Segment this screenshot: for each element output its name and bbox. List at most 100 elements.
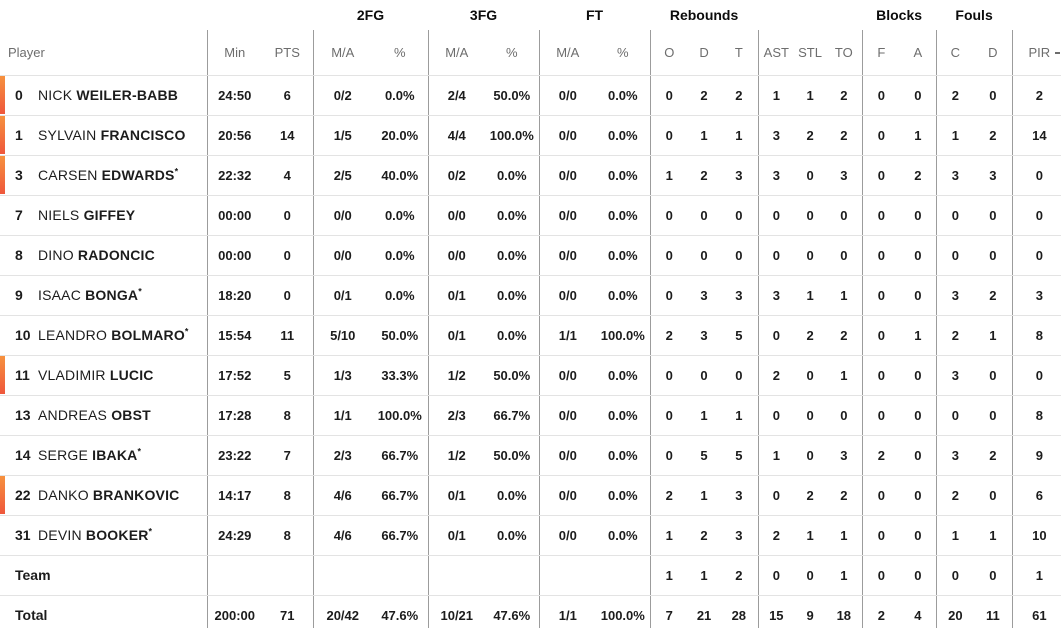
stat-fg2-ma: 2/5 bbox=[312, 155, 372, 196]
player-last-name: WEILER-BABB bbox=[76, 87, 179, 103]
stat-fg3-pct: 50.0% bbox=[485, 435, 540, 476]
stat-blk-a: 0 bbox=[900, 195, 937, 236]
stat-foul-d: 0 bbox=[974, 475, 1013, 516]
col-ast: AST bbox=[757, 30, 795, 76]
column-header-row: Player Min PTS M/A % M/A % M/A % O D T A… bbox=[0, 30, 1061, 76]
stat-reb-o: 0 bbox=[649, 195, 689, 236]
player-cell[interactable]: 14 SERGE IBAKA* bbox=[0, 435, 207, 476]
player-first-name: ANDREAS bbox=[38, 407, 112, 423]
stat-stl: 1 bbox=[794, 75, 827, 116]
stat-min: 00:00 bbox=[206, 235, 262, 276]
starter-mark: * bbox=[174, 166, 179, 177]
stat-reb-t: 0 bbox=[720, 355, 759, 396]
stat-fg2-pct: 100.0% bbox=[372, 395, 429, 436]
on-court-marker bbox=[0, 155, 5, 194]
player-cell[interactable]: 13 ANDREAS OBST bbox=[0, 395, 207, 436]
stat-foul-d: 0 bbox=[974, 195, 1013, 236]
col-2fg-ma: M/A bbox=[312, 30, 372, 76]
stat-fg2-ma: 0/2 bbox=[312, 75, 372, 116]
player-first-name: NICK bbox=[38, 87, 77, 103]
player-cell[interactable]: 9 ISAAC BONGA* bbox=[0, 275, 207, 316]
jersey-number: 10 bbox=[15, 327, 31, 343]
jersey-number: 22 bbox=[15, 487, 31, 503]
player-cell[interactable]: 8 DINO RADONCIC bbox=[0, 235, 207, 276]
group-blocks-label: Blocks bbox=[876, 7, 923, 23]
stat-blk-a: 0 bbox=[900, 515, 937, 556]
stat-reb-t: 5 bbox=[720, 435, 759, 476]
stat-pts: 14 bbox=[262, 115, 313, 156]
col-stl: STL bbox=[794, 30, 827, 76]
stat-fg2-pct bbox=[372, 555, 429, 596]
stat-fg3-pct: 0.0% bbox=[485, 235, 540, 276]
stat-blk-a: 0 bbox=[900, 395, 937, 436]
stat-fg2-pct: 0.0% bbox=[372, 195, 429, 236]
stat-reb-o: 0 bbox=[649, 355, 689, 396]
player-cell[interactable]: 0 NICK WEILER-BABB bbox=[0, 75, 207, 116]
player-cell[interactable]: 1 SYLVAIN FRANCISCO bbox=[0, 115, 207, 156]
jersey-number: 3 bbox=[15, 167, 23, 183]
jersey-number: 0 bbox=[15, 87, 23, 103]
col-2fg-pct: % bbox=[372, 30, 429, 76]
player-cell[interactable]: 7 NIELS GIFFEY bbox=[0, 195, 207, 236]
player-row: 0 NICK WEILER-BABB 24:50 6 0/2 0.0% 2/4 50.0% 0/… bbox=[0, 75, 1061, 116]
player-first-name: SYLVAIN bbox=[38, 127, 101, 143]
stat-ft-ma: 0/0 bbox=[538, 235, 597, 276]
stat-fg3-ma: 1/2 bbox=[427, 355, 486, 396]
stat-reb-d: 0 bbox=[688, 195, 721, 236]
stat-ft-ma: 1/1 bbox=[538, 315, 597, 356]
player-last-name: BOOKER bbox=[85, 527, 149, 543]
on-court-marker bbox=[0, 475, 5, 514]
stat-fg3-ma: 0/1 bbox=[427, 275, 486, 316]
stat-to: 1 bbox=[826, 555, 863, 596]
stat-fg2-ma: 5/10 bbox=[312, 315, 372, 356]
group-3fg-label: 3FG bbox=[469, 7, 498, 23]
stat-fg3-pct: 0.0% bbox=[485, 195, 540, 236]
stat-to: 1 bbox=[826, 515, 863, 556]
col-foul-d: D bbox=[974, 30, 1013, 76]
stat-reb-o: 2 bbox=[649, 315, 689, 356]
player-cell[interactable]: 31 DEVIN BOOKER* bbox=[0, 515, 207, 556]
stat-to: 2 bbox=[826, 115, 863, 156]
col-reb-d: D bbox=[688, 30, 721, 76]
player-cell[interactable]: 3 CARSEN EDWARDS* bbox=[0, 155, 207, 196]
player-cell[interactable]: 10 LEANDRO BOLMARO* bbox=[0, 315, 207, 356]
stat-to: 1 bbox=[826, 355, 863, 396]
stat-fg3-pct: 0.0% bbox=[485, 315, 540, 356]
player-first-name: DINO bbox=[38, 247, 78, 263]
stat-stl: 0 bbox=[794, 355, 827, 396]
stat-min: 22:32 bbox=[206, 155, 262, 196]
stat-fg3-ma: 4/4 bbox=[427, 115, 486, 156]
stat-ft-ma: 0/0 bbox=[538, 475, 597, 516]
stat-pts: 71 bbox=[262, 595, 313, 628]
stat-min: 20:56 bbox=[206, 115, 262, 156]
stat-reb-t: 2 bbox=[720, 555, 759, 596]
truncated-next-column-hint bbox=[1055, 52, 1060, 54]
stat-ft-ma: 0/0 bbox=[538, 75, 597, 116]
stat-ast: 1 bbox=[757, 75, 795, 116]
stat-blk-f: 0 bbox=[861, 75, 901, 116]
stat-ft-ma: 0/0 bbox=[538, 155, 597, 196]
player-cell[interactable]: 11 VLADIMIR LUCIC bbox=[0, 355, 207, 396]
stat-to: 0 bbox=[826, 235, 863, 276]
stat-pts bbox=[262, 555, 313, 596]
row-label-cell: Team bbox=[0, 555, 207, 596]
stat-reb-t: 0 bbox=[720, 195, 759, 236]
stat-reb-o: 2 bbox=[649, 475, 689, 516]
stat-reb-o: 1 bbox=[649, 155, 689, 196]
stat-foul-c: 3 bbox=[935, 275, 975, 316]
player-last-name: IBAKA bbox=[92, 447, 138, 463]
player-last-name: LUCIC bbox=[109, 367, 154, 383]
stat-foul-c: 2 bbox=[935, 315, 975, 356]
stat-pir: 6 bbox=[1011, 475, 1061, 516]
stat-fg3-ma: 2/4 bbox=[427, 75, 486, 116]
stat-stl: 0 bbox=[794, 155, 827, 196]
player-cell[interactable]: 22 DANKO BRANKOVIC bbox=[0, 475, 207, 516]
stat-min: 17:52 bbox=[206, 355, 262, 396]
stat-fg3-ma: 0/1 bbox=[427, 515, 486, 556]
stat-fg2-ma: 20/42 bbox=[312, 595, 372, 628]
jersey-number: 11 bbox=[15, 367, 30, 383]
stat-foul-d: 2 bbox=[974, 275, 1013, 316]
jersey-number: 8 bbox=[15, 247, 23, 263]
stat-foul-c: 1 bbox=[935, 115, 975, 156]
stat-reb-d: 2 bbox=[688, 155, 721, 196]
